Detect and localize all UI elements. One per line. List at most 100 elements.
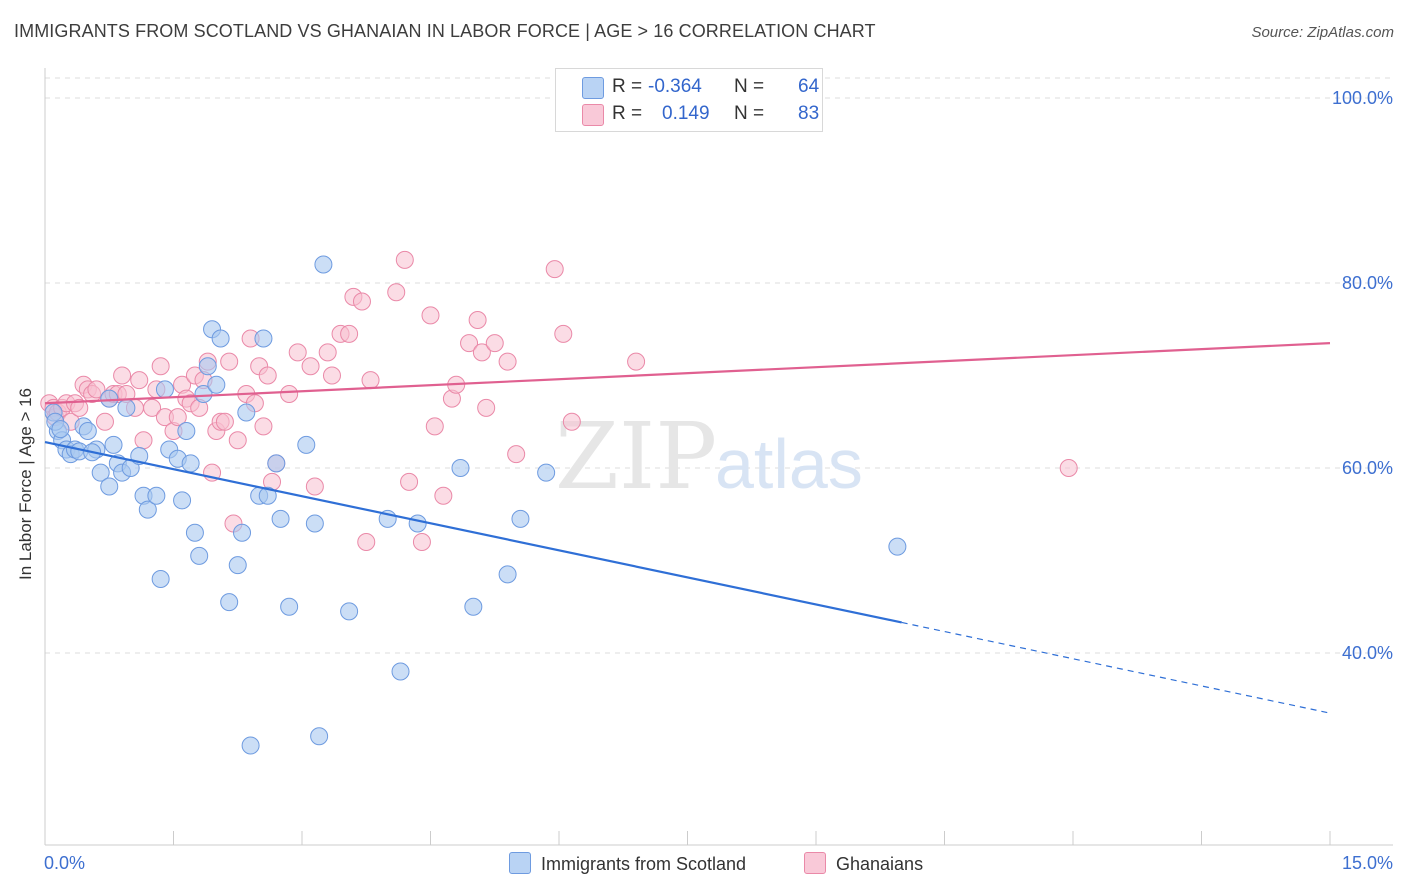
data-point-scotland — [100, 477, 119, 496]
data-point-ghanaians — [412, 533, 431, 551]
data-point-scotland — [78, 422, 97, 440]
data-point-scotland — [177, 422, 196, 440]
correlation-legend: R = -0.364 N = 64 R = 0.149 N = 83 — [555, 68, 823, 132]
legend-item-scotland[interactable]: Immigrants from Scotland — [509, 852, 746, 875]
y-tick-label: 80.0% — [1342, 273, 1393, 293]
trend-line-scotland-extension — [901, 621, 1331, 714]
data-point-scotland — [173, 491, 192, 510]
data-point-scotland — [233, 523, 252, 542]
legend-r-label: R = — [612, 76, 643, 97]
legend-swatch-ghanaians — [804, 852, 826, 874]
data-point-ghanaians — [425, 417, 444, 436]
data-point-scotland — [310, 727, 329, 746]
legend-swatch-ghanaians — [582, 104, 604, 126]
data-point-ghanaians — [280, 385, 299, 403]
data-point-scotland — [198, 357, 217, 376]
x-tick-label: 0.0% — [44, 853, 85, 873]
data-point-scotland — [211, 329, 230, 348]
data-point-ghanaians — [627, 352, 646, 371]
y-tick-label: 60.0% — [1342, 458, 1393, 478]
data-point-ghanaians — [361, 371, 380, 390]
y-tick-label: 100.0% — [1332, 88, 1393, 108]
data-point-scotland — [391, 662, 410, 681]
tick-labels: 100.0% 80.0% 60.0% 40.0% 0.0% 15.0% — [44, 88, 1393, 873]
data-point-scotland — [451, 459, 470, 477]
data-point-ghanaians — [485, 334, 504, 353]
data-point-ghanaians — [228, 431, 247, 450]
data-point-ghanaians — [87, 380, 106, 399]
data-point-scotland — [888, 537, 907, 556]
legend-label-ghanaians: Ghanaians — [836, 854, 924, 874]
legend-r-value: -0.364 — [648, 76, 702, 97]
data-point-ghanaians — [254, 417, 273, 436]
legend-r-label: R = — [612, 103, 643, 124]
data-point-scotland — [297, 435, 316, 454]
data-point-ghanaians — [301, 357, 320, 376]
data-point-ghanaians — [352, 292, 371, 311]
data-point-ghanaians — [507, 445, 526, 464]
data-point-scotland — [207, 375, 226, 394]
data-point-scotland — [151, 570, 170, 588]
data-point-ghanaians — [288, 343, 307, 362]
data-point-scotland — [271, 509, 290, 528]
data-point-ghanaians — [498, 352, 517, 371]
data-point-ghanaians — [400, 472, 419, 491]
data-point-ghanaians — [305, 477, 324, 496]
data-point-scotland — [254, 329, 273, 348]
data-point-ghanaians — [477, 398, 496, 417]
data-point-ghanaians — [318, 343, 337, 362]
series-ghanaians — [40, 250, 1078, 551]
trend-line-scotland — [44, 441, 902, 624]
grid-lines — [45, 77, 1393, 654]
data-point-ghanaians — [554, 324, 573, 343]
watermark-zip: ZIP — [555, 403, 717, 510]
legend-swatch-scotland — [582, 77, 604, 99]
data-point-scotland — [100, 389, 119, 408]
legend-n-label: N = — [734, 76, 765, 97]
data-point-ghanaians — [340, 324, 359, 343]
data-point-scotland — [340, 602, 359, 621]
data-point-scotland — [228, 556, 247, 575]
data-point-ghanaians — [421, 306, 440, 325]
legend-item-ghanaians[interactable]: Ghanaians — [804, 852, 923, 875]
x-tick-label: 15.0% — [1342, 853, 1393, 873]
data-point-ghanaians — [387, 283, 406, 302]
data-point-scotland — [498, 565, 517, 584]
data-point-scotland — [147, 486, 166, 505]
data-point-scotland — [155, 380, 174, 399]
data-point-scotland — [194, 385, 213, 403]
data-point-ghanaians — [460, 334, 479, 353]
data-point-scotland — [181, 454, 200, 473]
data-point-ghanaians — [70, 398, 89, 417]
trend-line-ghanaians — [44, 342, 1331, 405]
data-point-ghanaians — [220, 352, 239, 371]
data-point-ghanaians — [434, 486, 453, 505]
data-point-ghanaians — [1059, 459, 1078, 477]
data-point-scotland — [464, 597, 483, 616]
data-point-scotland — [91, 463, 110, 482]
data-point-ghanaians — [151, 357, 170, 376]
data-point-scotland — [190, 546, 209, 565]
legend-n-label: N = — [734, 103, 765, 124]
axes — [44, 68, 1393, 846]
data-point-scotland — [314, 255, 333, 274]
watermark-atlas: atlas — [715, 425, 863, 503]
legend-label-scotland: Immigrants from Scotland — [541, 854, 747, 874]
trend-lines — [44, 342, 1331, 714]
data-point-ghanaians — [468, 311, 487, 329]
data-point-ghanaians — [134, 431, 153, 450]
data-point-scotland — [237, 403, 256, 422]
data-point-ghanaians — [168, 408, 187, 427]
data-point-ghanaians — [472, 343, 491, 362]
data-point-scotland — [537, 463, 556, 482]
data-point-scotland — [241, 736, 260, 755]
data-point-ghanaians — [215, 412, 234, 431]
legend-r-value: 0.149 — [662, 103, 710, 124]
data-point-ghanaians — [322, 366, 341, 385]
data-point-scotland — [220, 593, 239, 612]
data-point-scotland — [138, 500, 157, 519]
series-scotland — [44, 255, 907, 755]
source-label[interactable]: Source: ZipAtlas.com — [1251, 24, 1394, 41]
data-point-ghanaians — [143, 398, 162, 417]
